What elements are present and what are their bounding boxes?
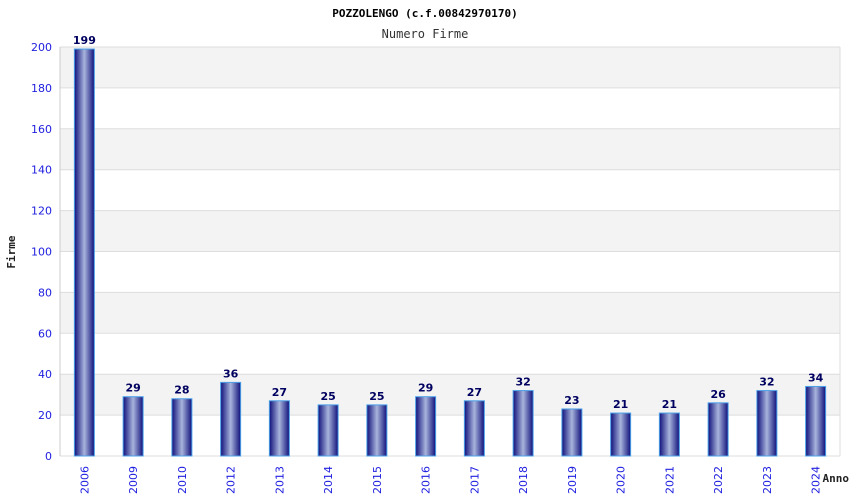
y-tick-label: 120 [31,205,52,218]
x-tick-label: 2015 [371,466,384,494]
bar [463,400,485,457]
bar [610,412,632,457]
data-label: 34 [808,371,824,384]
bar [220,381,242,457]
bar [73,48,95,457]
x-tick-label: 2020 [615,466,628,494]
x-tick-label: 2023 [761,466,774,494]
data-label: 36 [223,367,239,380]
y-tick-label: 60 [38,327,52,340]
x-tick-label: 2024 [810,466,823,494]
bar [561,408,583,457]
bar [171,398,193,457]
data-label: 25 [369,390,384,403]
bar [805,385,827,457]
data-label: 29 [125,382,140,395]
x-tick-label: 2012 [225,466,238,494]
y-tick-label: 0 [45,450,52,463]
bar [512,390,534,457]
bar [268,400,290,457]
data-label: 21 [662,398,677,411]
grid-band [60,210,840,252]
data-label: 199 [73,34,96,47]
y-tick-label: 20 [38,409,52,422]
y-tick-label: 160 [31,123,52,136]
grid-band [60,128,840,170]
data-label: 28 [174,384,189,397]
x-tick-label: 2021 [663,466,676,494]
y-tick-label: 40 [38,368,52,381]
data-label: 27 [467,386,482,399]
data-label: 26 [710,388,726,401]
x-tick-label: 2017 [468,466,481,494]
x-tick-label: 2010 [176,466,189,494]
grid-band [60,292,840,334]
x-axis-label: Anno [823,472,850,485]
bar [366,404,388,457]
bar [122,396,144,457]
x-tick-label: 2019 [566,466,579,494]
y-tick-label: 200 [31,41,52,54]
x-tick-label: 2013 [273,466,286,494]
data-label: 21 [613,398,628,411]
data-label: 32 [515,376,530,389]
bar [415,396,437,457]
x-tick-label: 2022 [712,466,725,494]
x-tick-label: 2006 [78,466,91,494]
data-label: 29 [418,382,433,395]
y-tick-label: 80 [38,286,52,299]
x-tick-label: 2016 [420,466,433,494]
data-label: 32 [759,376,774,389]
bar [658,412,680,457]
y-tick-label: 140 [31,164,52,177]
x-tick-label: 2018 [517,466,530,494]
y-tick-label: 180 [31,82,52,95]
chart-title: POZZOLENGO (c.f.00842970170) [332,7,517,20]
y-tick-label: 100 [31,246,52,259]
bar [756,390,778,457]
bar [317,404,339,457]
bar [707,402,729,457]
chart-subtitle: Numero Firme [382,27,469,41]
data-label: 27 [272,386,287,399]
data-label: 25 [320,390,335,403]
data-label: 23 [564,394,579,407]
x-tick-label: 2014 [322,466,335,494]
y-axis-label: Firme [5,235,18,268]
grid-band [60,47,840,88]
x-tick-label: 2009 [127,466,140,494]
